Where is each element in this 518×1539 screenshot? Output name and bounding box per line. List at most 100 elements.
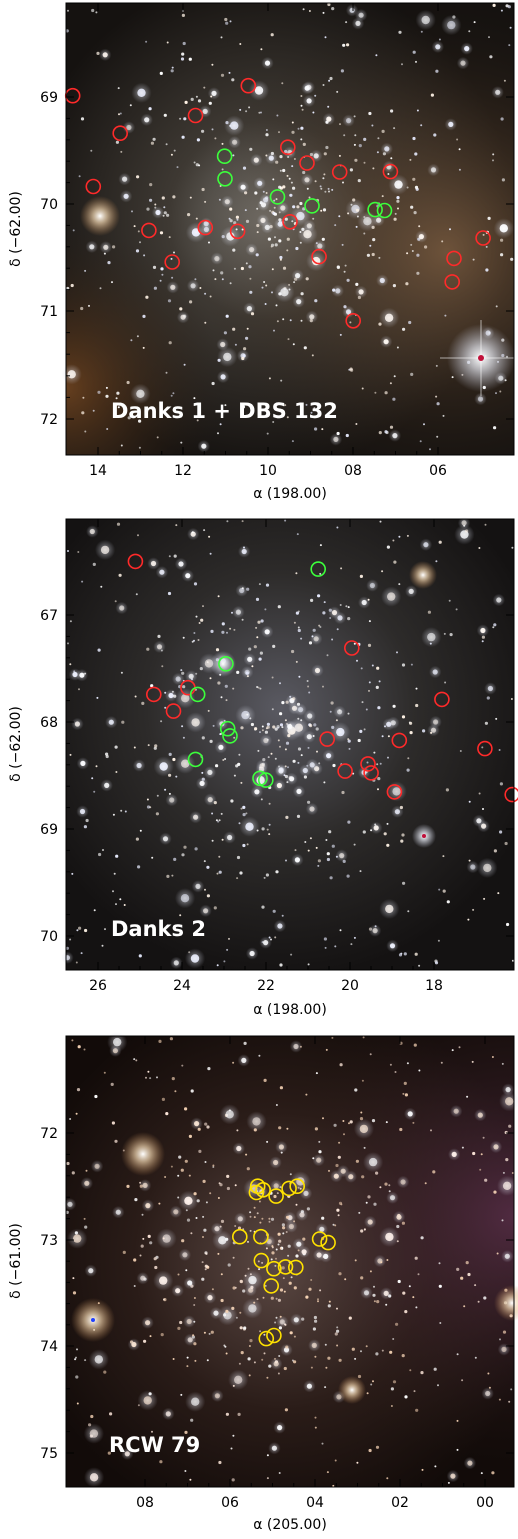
star [295,1203,298,1206]
star [465,529,469,533]
panel-title: Danks 2 [111,917,206,941]
star-halo [170,956,183,970]
star [381,735,384,738]
star-halo [86,525,99,538]
star [267,756,270,759]
star [214,278,217,281]
star [363,728,366,731]
star [491,1471,495,1475]
star [482,233,485,236]
star-halo [386,1191,399,1204]
star [353,936,356,939]
star [193,582,198,586]
star [191,640,194,643]
star [229,627,232,630]
star [181,853,185,857]
star [273,199,276,202]
star-halo [248,80,270,101]
star [279,1186,282,1189]
star-halo [61,364,82,385]
star [491,1056,494,1058]
star [222,759,225,761]
star [507,5,511,9]
star [91,8,95,13]
green-circle-marker [216,148,233,164]
star [337,1155,341,1159]
red-circle-marker [386,784,403,800]
star [277,739,280,742]
star [339,1063,343,1067]
star-halo [322,112,335,126]
star [104,928,106,931]
star [329,617,332,619]
star [396,199,400,203]
star [177,1273,180,1276]
y-tick-label: 70 [40,197,58,213]
star [255,626,258,629]
star [414,152,418,156]
star [456,1419,459,1422]
star [415,1408,419,1412]
star [348,1122,350,1125]
star [429,642,432,645]
star [297,127,300,130]
star [300,104,303,107]
star [223,960,226,963]
star [376,151,379,154]
star [225,1352,228,1355]
star [258,1268,261,1271]
green-circle-marker [222,728,238,744]
star [416,253,420,257]
star [322,685,324,688]
star [171,690,174,693]
star [261,729,264,732]
star [123,904,126,906]
star [221,278,224,281]
star [307,800,311,804]
star [180,441,183,444]
star [429,448,431,451]
star [139,241,141,244]
star [261,725,264,728]
star [279,745,281,748]
star [198,622,201,624]
star [355,282,359,286]
star [398,583,401,586]
star [302,1237,306,1241]
star-halo [121,1447,134,1461]
red-circle-marker [477,740,493,757]
star [264,1284,267,1287]
star [95,11,98,14]
star [190,1232,193,1235]
star [392,1380,397,1384]
star [332,763,336,768]
star [467,918,470,921]
green-circle-marker [269,189,286,205]
star [225,314,229,318]
star [233,774,236,777]
star [183,363,186,366]
star [211,381,215,386]
y-tick-label: 74 [40,1339,58,1355]
bright-star [80,196,120,236]
star-halo [481,1387,494,1400]
star [147,744,150,747]
star [141,1436,145,1440]
star [267,237,271,241]
star [339,929,342,932]
star [354,134,357,137]
star [413,211,417,215]
star [195,95,198,98]
star [340,69,344,73]
star [411,250,414,252]
star [268,823,271,826]
star [318,624,321,627]
star [155,812,159,816]
star [172,1358,175,1360]
star [119,898,122,901]
star [190,97,194,101]
star-halo [204,793,217,806]
x-tick-label: 06 [221,1495,239,1511]
star [342,1120,345,1122]
star [144,932,148,936]
